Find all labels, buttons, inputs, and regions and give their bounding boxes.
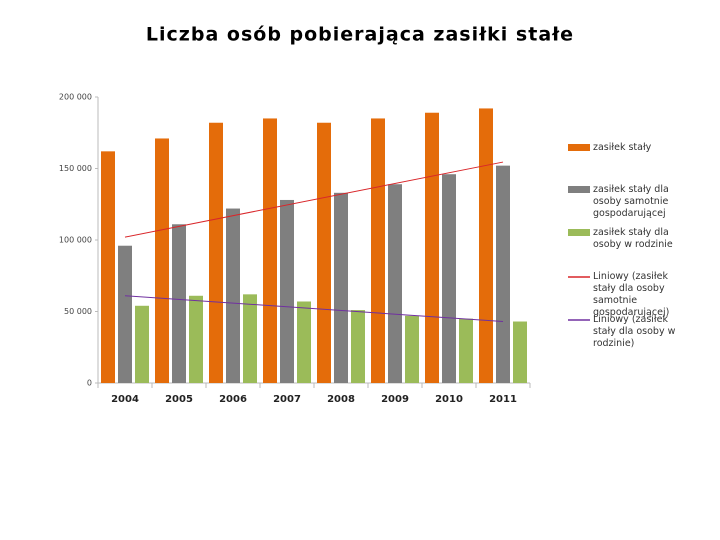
legend-label: zasiłek stały dla osoby samotnie gospoda… <box>593 184 669 219</box>
x-tick-label: 2006 <box>219 394 247 405</box>
y-tick-label: 200 000 <box>59 93 92 102</box>
bar <box>118 245 132 383</box>
x-tick-label: 2010 <box>435 394 463 405</box>
bar <box>135 305 149 383</box>
x-tick-label: 2005 <box>165 394 193 405</box>
bar <box>496 165 510 383</box>
y-tick-label: 100 000 <box>59 236 92 245</box>
bar <box>513 321 527 383</box>
bar <box>263 118 277 383</box>
bar <box>425 112 439 383</box>
y-tick-label: 150 000 <box>59 164 92 173</box>
x-tick-label: 2004 <box>111 394 139 405</box>
bar <box>388 184 402 383</box>
y-tick-label: 0 <box>87 379 92 388</box>
bar <box>243 294 257 383</box>
x-tick-label: 2008 <box>327 394 355 405</box>
bar <box>317 122 331 384</box>
legend-label: zasiłek stały <box>593 142 652 153</box>
bar <box>280 199 294 383</box>
bar <box>155 138 169 383</box>
bar <box>442 174 456 383</box>
y-tick-label: 50 000 <box>64 307 92 316</box>
bar <box>371 118 385 383</box>
bar <box>351 310 365 383</box>
x-tick-label: 2007 <box>273 394 301 405</box>
bar <box>405 315 419 383</box>
legend-swatch <box>568 229 590 236</box>
legend-label: Liniowy (zasiłek stały dla osoby w rodzi… <box>593 314 676 349</box>
x-tick-label: 2009 <box>381 394 409 405</box>
legend-swatch <box>568 144 590 151</box>
bar <box>479 108 493 383</box>
bar <box>334 192 348 383</box>
bar <box>172 224 186 383</box>
bar <box>297 301 311 383</box>
bar <box>189 295 203 383</box>
bar <box>459 318 473 383</box>
chart-title: Liczba osób pobierająca zasiłki stałe <box>146 24 574 46</box>
legend-label: Liniowy (zasiłek stały dla osoby samotni… <box>593 271 670 318</box>
trendline <box>124 161 504 238</box>
bar <box>101 151 115 383</box>
trendline <box>124 295 504 323</box>
bar <box>226 208 240 383</box>
x-tick-label: 2011 <box>489 394 517 405</box>
legend-swatch <box>568 186 590 193</box>
bar <box>209 122 223 384</box>
legend-label: zasiłek stały dla osoby w rodzinie <box>593 227 673 250</box>
